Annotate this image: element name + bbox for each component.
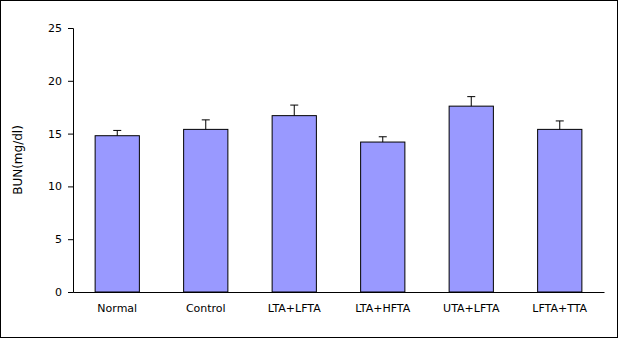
- x-tick-label: Normal: [97, 302, 137, 315]
- y-tick-label: 5: [55, 233, 62, 246]
- error-stem: [205, 120, 206, 130]
- y-tick-label: 0: [55, 286, 62, 299]
- error-cap: [379, 136, 387, 137]
- error-cap: [202, 119, 210, 120]
- outer-frame: [1, 1, 618, 338]
- y-axis-line: [68, 29, 74, 293]
- y-tick-label: 10: [48, 180, 62, 193]
- error-stem: [382, 137, 383, 142]
- y-tick-mark: [68, 28, 73, 29]
- error-bar: [202, 120, 210, 130]
- y-tick-label: 25: [48, 22, 62, 35]
- y-axis: 0 5 10 15 20 25: [48, 22, 74, 299]
- chart: 0 5 10 15 20 25 Normal Control LTA+LFTA LTA+HFTA U…: [0, 0, 618, 338]
- x-axis-line: [74, 292, 605, 293]
- x-tick: UTA+LFTA: [443, 292, 500, 315]
- error-bar: [556, 121, 564, 129]
- y-tick: 0: [55, 286, 73, 299]
- error-bar: [113, 130, 121, 135]
- error-stem: [559, 121, 560, 129]
- x-tick-label: LFTA+TTA: [532, 302, 587, 315]
- x-tick-label: UTA+LFTA: [443, 302, 500, 315]
- y-tick: 25: [48, 22, 73, 35]
- y-tick-mark: [68, 292, 73, 293]
- y-tick: 15: [48, 128, 73, 141]
- y-tick-label: 20: [48, 75, 62, 88]
- bar: [538, 129, 582, 292]
- y-tick: 10: [48, 180, 73, 193]
- error-cap: [113, 130, 121, 131]
- bar: [184, 129, 228, 292]
- error-stem: [471, 97, 472, 107]
- x-tick: LTA+HFTA: [355, 292, 410, 315]
- error-cap: [290, 105, 298, 106]
- y-tick-label: 15: [48, 128, 62, 141]
- y-tick-mark: [68, 239, 73, 240]
- x-tick-label: LTA+HFTA: [355, 302, 410, 315]
- error-stem: [294, 105, 295, 116]
- y-tick: 5: [55, 233, 73, 246]
- x-axis: Normal Control LTA+LFTA LTA+HFTA UTA+LFTA LFT…: [74, 292, 605, 315]
- plot: 0 5 10 15 20 25 Normal Control LTA+LFTA LTA+HFTA U…: [48, 22, 605, 315]
- x-tick-label: Control: [186, 302, 226, 315]
- error-bar: [290, 105, 298, 116]
- y-tick-mark: [68, 81, 73, 82]
- x-tick: LFTA+TTA: [532, 292, 587, 315]
- error-cap: [467, 96, 475, 97]
- error-cap: [556, 120, 564, 121]
- y-tick: 20: [48, 75, 73, 88]
- error-bar: [379, 137, 387, 142]
- bar: [95, 136, 139, 292]
- x-tick: Normal: [97, 292, 137, 315]
- y-tick-mark: [68, 134, 73, 135]
- y-axis-title: BUN(mg/dl): [11, 125, 25, 195]
- bar: [361, 142, 405, 292]
- x-tick-label: LTA+LFTA: [268, 302, 321, 315]
- x-tick: LTA+LFTA: [268, 292, 321, 315]
- y-tick-mark: [68, 186, 73, 187]
- bars: [95, 97, 582, 292]
- x-tick: Control: [186, 292, 226, 315]
- bar: [449, 106, 493, 292]
- error-bar: [467, 97, 475, 107]
- error-stem: [117, 130, 118, 135]
- bar: [272, 116, 316, 292]
